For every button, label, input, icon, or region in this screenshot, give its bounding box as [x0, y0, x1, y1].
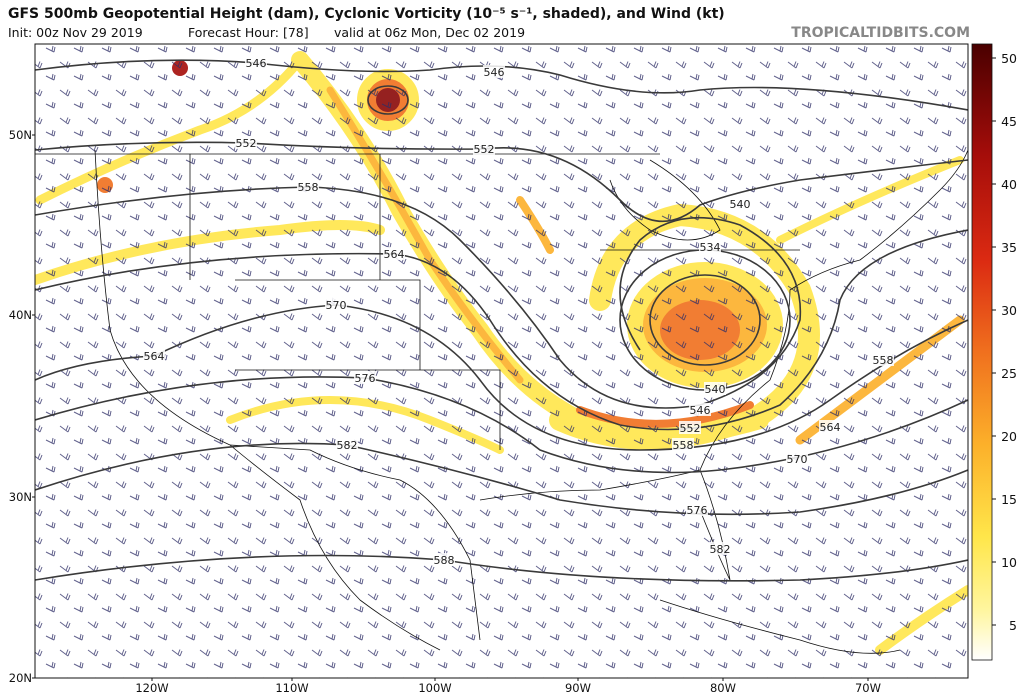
contour-label-bg — [325, 298, 347, 311]
map-area: 546 546 552 552 558 564 564 570 576 582 588 540 534 5… — [35, 44, 968, 678]
contour-label: 552 — [236, 137, 257, 150]
colorbar-tick-label: 5 — [1009, 618, 1017, 633]
contour-label: 564 — [384, 248, 405, 261]
contour-label: 540 — [705, 383, 726, 396]
contour-label: 552 — [474, 143, 495, 156]
valid-time: valid at 06z Mon, Dec 02 2019 — [334, 25, 525, 40]
colorbar-tick-label: 15 — [1001, 492, 1017, 507]
longitude-label: 80W — [710, 681, 736, 695]
colorbar-tick-label: 20 — [1001, 429, 1017, 444]
contour-label-bg — [383, 247, 405, 260]
contour-label-bg — [729, 197, 751, 210]
colorbar-tick-label: 25 — [1001, 366, 1017, 381]
contour-label-bg — [354, 371, 376, 384]
contour-label: 546 — [690, 404, 711, 417]
latitude-label: 30N — [9, 490, 32, 504]
contour-label: 534 — [700, 241, 721, 254]
map-frame — [34, 43, 969, 679]
contour-label-bg — [672, 438, 694, 451]
contour-label: 558 — [873, 354, 894, 367]
title: GFS 500mb Geopotential Height (dam), Cyc… — [8, 6, 725, 22]
colorbar-tick-label: 50 — [1001, 51, 1017, 66]
contour-label: 546 — [246, 57, 267, 70]
forecast-hour: Forecast Hour: [78] — [188, 25, 309, 40]
longitude-label: 90W — [565, 681, 591, 695]
contour-label-bg — [143, 349, 165, 362]
contour-label: 558 — [298, 181, 319, 194]
contour-label-bg — [245, 56, 267, 69]
colorbar-tick-label: 30 — [1001, 303, 1017, 318]
contour-label: 546 — [484, 66, 505, 79]
colorbar-tick-label: 10 — [1001, 555, 1017, 570]
colorbar-tick-label: 45 — [1001, 114, 1017, 129]
longitude-label: 100W — [418, 681, 451, 695]
contour-labels: 546 546 552 552 558 564 564 570 576 582 588 540 534 5… — [143, 56, 894, 567]
longitude-label: 70W — [855, 681, 881, 695]
contour-label: 582 — [710, 543, 731, 556]
contour-label-bg — [786, 452, 808, 465]
contour-label: 552 — [680, 422, 701, 435]
contour-label-bg — [699, 240, 721, 253]
contour-label-bg — [679, 421, 701, 434]
contour-label-bg — [872, 353, 894, 366]
init-time: Init: 00z Nov 29 2019 — [8, 25, 143, 40]
contour-label-bg — [433, 553, 455, 566]
contour-label: 558 — [673, 439, 694, 452]
longitude-label: 120W — [135, 681, 168, 695]
wind-barbs — [35, 44, 968, 678]
colorbar — [971, 43, 993, 661]
contour-label: 570 — [787, 453, 808, 466]
contour-label: 582 — [337, 439, 358, 452]
site-name: TROPICALTIDBITS.COM — [791, 25, 970, 41]
colorbar-tick-label: 35 — [1001, 240, 1017, 255]
contour-label-bg — [336, 438, 358, 451]
colorbar-tick-label: 40 — [1001, 177, 1017, 192]
contour-label: 564 — [144, 350, 165, 363]
contour-label-bg — [235, 136, 257, 149]
contour-label: 540 — [730, 198, 751, 211]
contour-label: 564 — [820, 421, 841, 434]
contour-label: 576 — [687, 504, 708, 517]
longitude-label: 110W — [275, 681, 308, 695]
contour-label-bg — [483, 65, 505, 78]
axis-labels: 50N 40N 30N 20N 120W 110W 100W 90W 80W 70W 5 10 15 20… — [9, 51, 1017, 695]
boundaries — [35, 149, 968, 654]
contour-label-bg — [473, 142, 495, 155]
contour-label-bg — [686, 503, 708, 516]
contour-label-bg — [297, 180, 319, 193]
contour-label-bg — [709, 542, 731, 555]
contour-label: 570 — [326, 299, 347, 312]
contour-label: 576 — [355, 372, 376, 385]
contour-label: 588 — [434, 554, 455, 567]
contour-label-bg — [689, 403, 711, 416]
contour-label-bg — [819, 420, 841, 433]
latitude-label: 50N — [9, 128, 32, 142]
latitude-label: 40N — [9, 308, 32, 322]
latitude-label: 20N — [9, 671, 32, 685]
contour-label-bg — [704, 382, 726, 395]
